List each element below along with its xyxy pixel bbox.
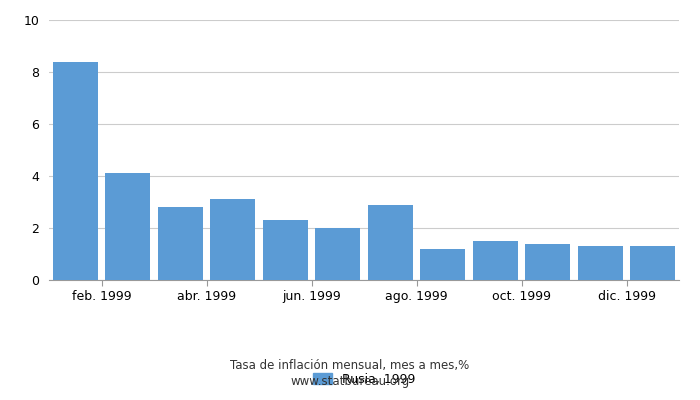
- Bar: [211, 199, 255, 280]
- Bar: [473, 241, 517, 280]
- Bar: [526, 244, 570, 280]
- Bar: [631, 246, 675, 280]
- Text: Tasa de inflación mensual, mes a mes,%: Tasa de inflación mensual, mes a mes,%: [230, 360, 470, 372]
- Text: www.statbureau.org: www.statbureau.org: [290, 376, 410, 388]
- Bar: [421, 249, 465, 280]
- Bar: [368, 204, 412, 280]
- Bar: [158, 207, 202, 280]
- Legend: Rusia, 1999: Rusia, 1999: [308, 368, 420, 391]
- Bar: [578, 246, 622, 280]
- Bar: [106, 173, 150, 280]
- Bar: [53, 62, 97, 280]
- Bar: [263, 220, 307, 280]
- Bar: [316, 228, 360, 280]
